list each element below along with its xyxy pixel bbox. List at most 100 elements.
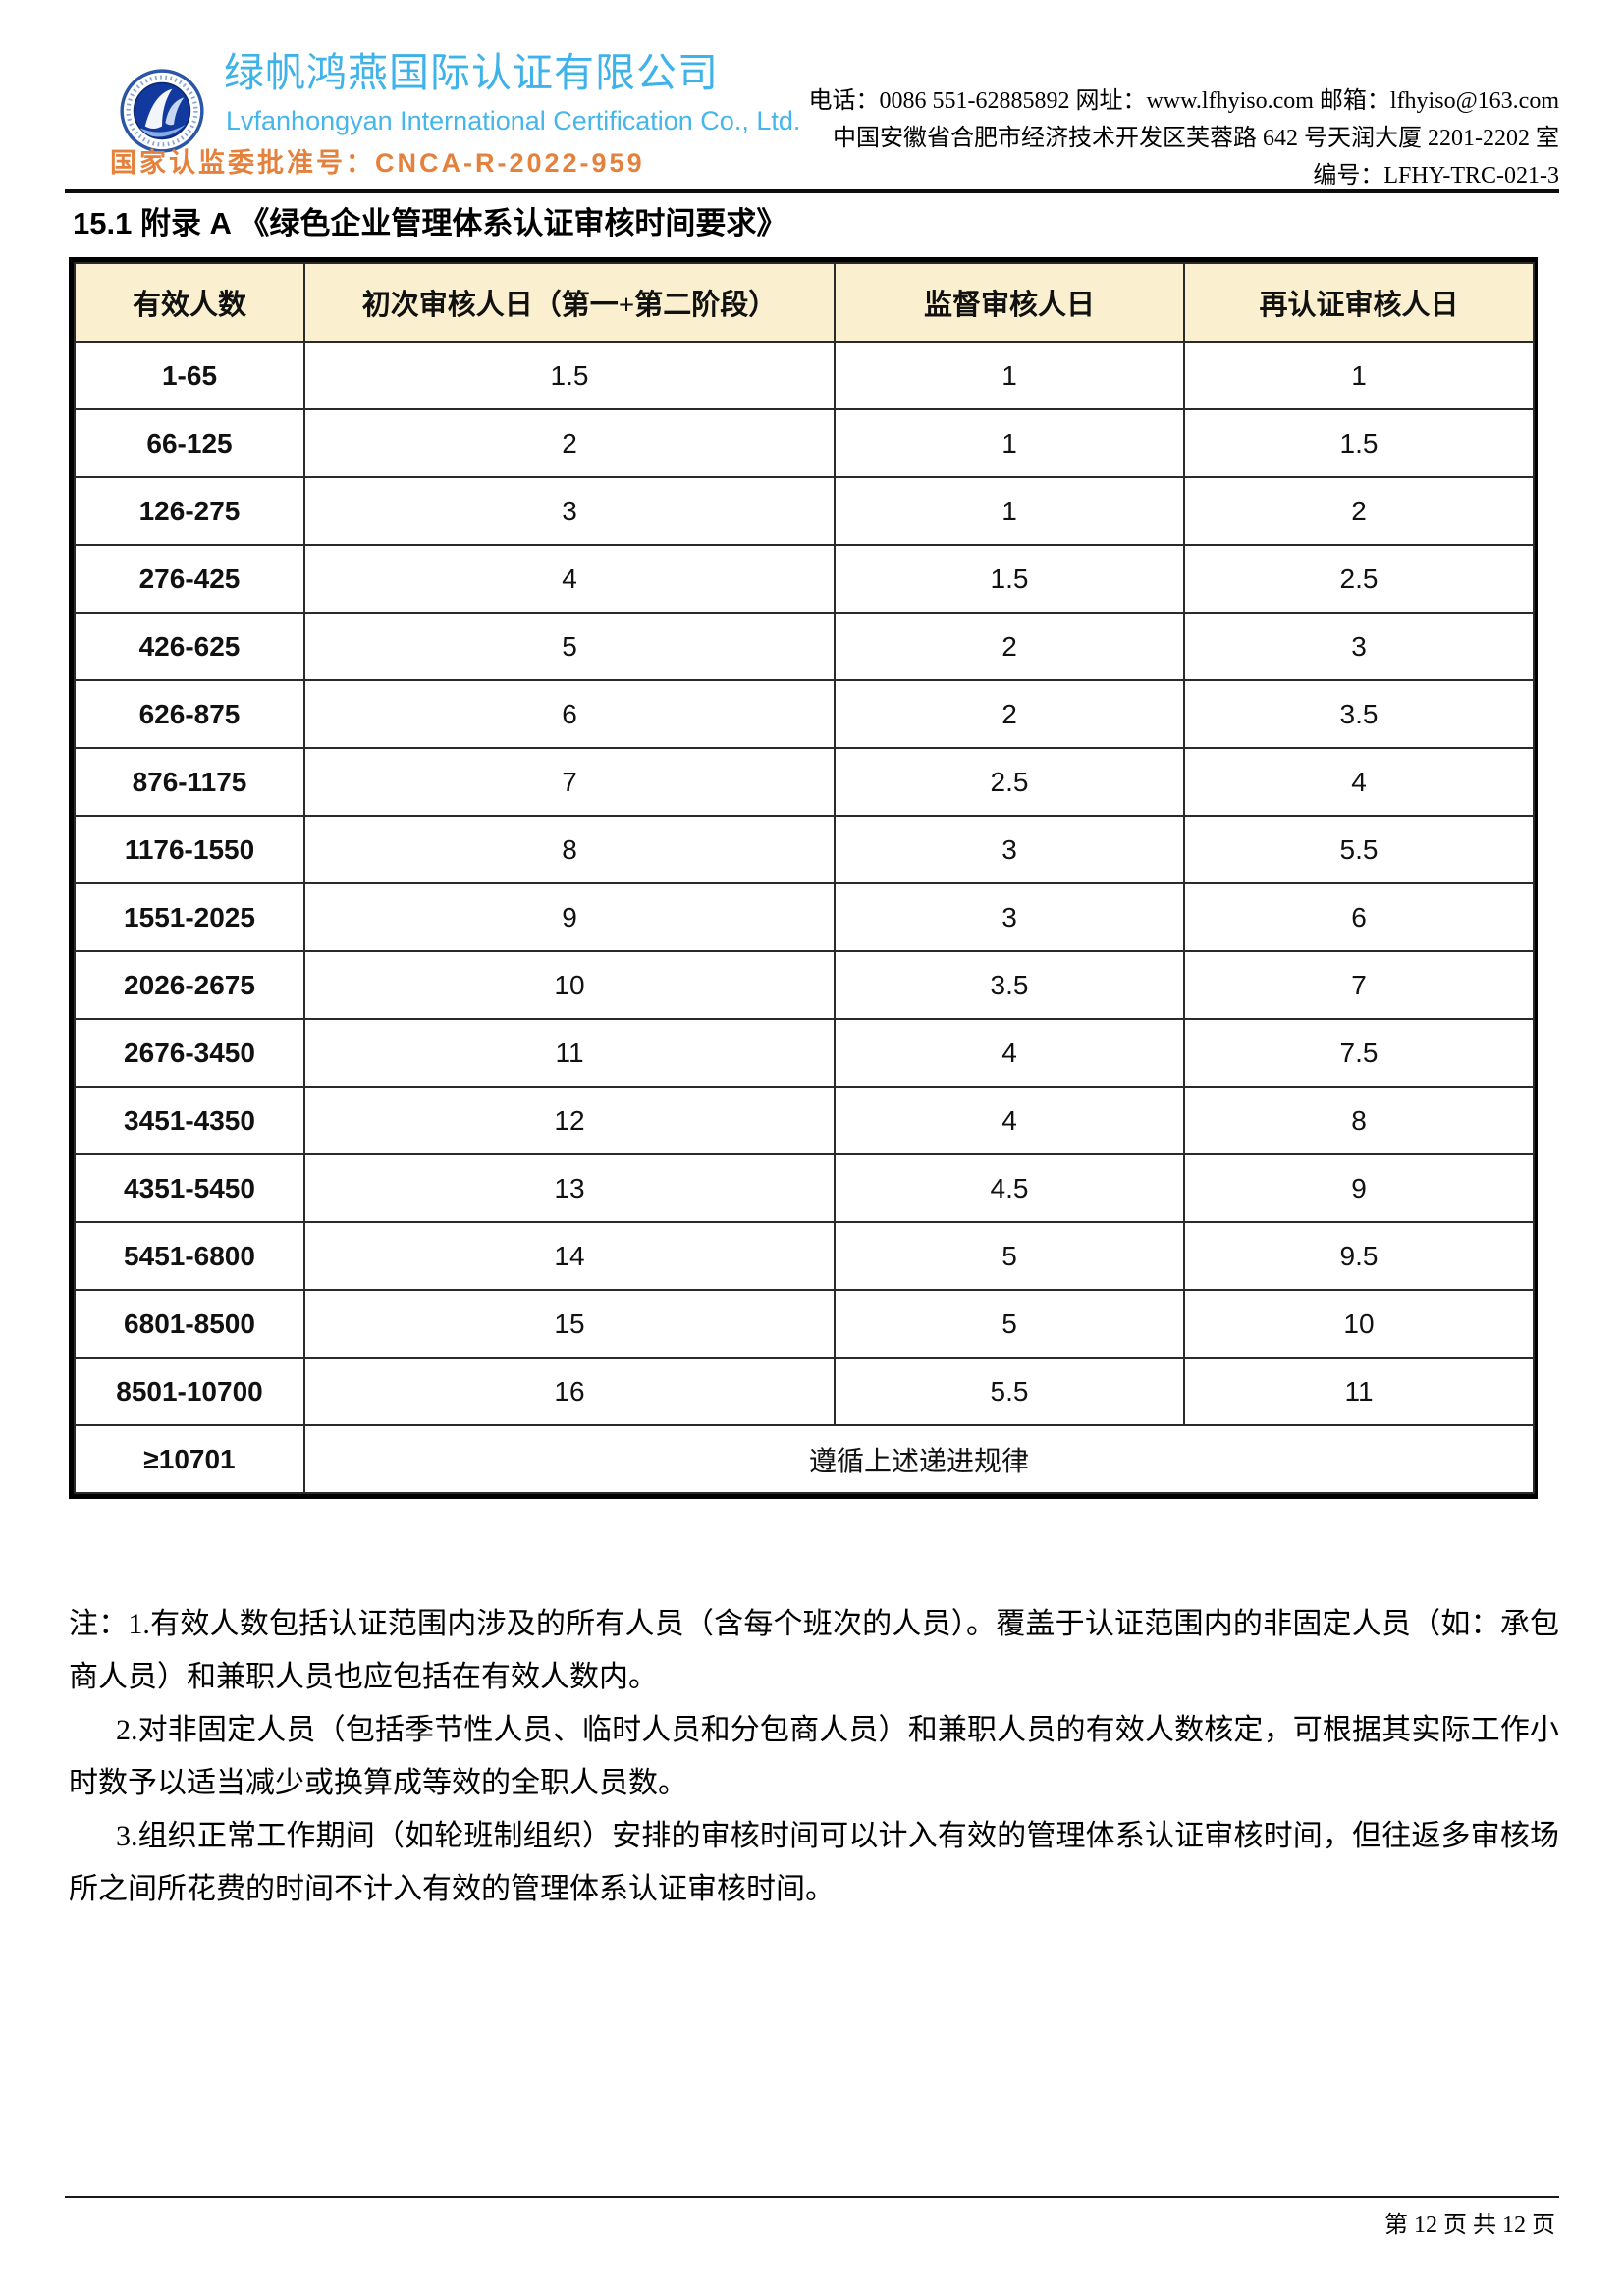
page-title: 15.1 附录 A 《绿色企业管理体系认证审核时间要求》	[73, 206, 787, 240]
notes-block: 注：1.有效人数包括认证范围内涉及的所有人员（含每个班次的人员）。覆盖于认证范围…	[69, 1598, 1559, 1916]
audit-time-table: 有效人数 初次审核人日（第一+第二阶段） 监督审核人日 再认证审核人日 1-65…	[69, 257, 1538, 1499]
table-row: 426-625 5 2 3	[74, 612, 1535, 681]
company-logo	[120, 69, 204, 153]
table-row: 2026-2675 10 3.5 7	[74, 950, 1535, 1020]
company-name-cn: 绿帆鸿燕国际认证有限公司	[224, 50, 719, 95]
cell-audit-days: 2	[834, 679, 1185, 749]
table-row-final: ≥10701 遵循上述递进规律	[74, 1424, 1535, 1494]
contact-line-phone-web-email: 电话：0086 551-62885892 网址：www.lfhyiso.com …	[808, 88, 1559, 114]
cell-audit-days: 1.5	[1183, 408, 1535, 478]
table-row: 626-875 6 2 3.5	[74, 679, 1535, 749]
table-row: 876-1175 7 2.5 4	[74, 747, 1535, 817]
cell-effective-number: 2676-3450	[74, 1018, 305, 1088]
cell-audit-days: 7	[1183, 950, 1535, 1020]
cell-effective-number: 3451-4350	[74, 1086, 305, 1155]
cell-audit-days: 3	[303, 476, 836, 546]
cell-audit-days: 12	[303, 1086, 836, 1155]
table-row: 3451-4350 12 4 8	[74, 1086, 1535, 1155]
table-row: 126-275 3 1 2	[74, 476, 1535, 546]
cell-audit-days: 4	[834, 1086, 1185, 1155]
table-row: 8501-10700 16 5.5 11	[74, 1357, 1535, 1426]
contact-block: 电话：0086 551-62885892 网址：www.lfhyiso.com …	[808, 82, 1559, 194]
cell-audit-days: 9	[1183, 1153, 1535, 1223]
approval-number: 国家认监委批准号：CNCA-R-2022-959	[110, 148, 645, 178]
cell-audit-days: 1	[834, 476, 1185, 546]
cell-audit-days: 7	[303, 747, 836, 817]
cell-audit-days: 3	[1183, 612, 1535, 681]
header-initial-audit: 初次审核人日（第一+第二阶段）	[303, 262, 836, 343]
cell-audit-days: 5	[303, 612, 836, 681]
cell-audit-days: 2.5	[834, 747, 1185, 817]
cell-audit-days: 11	[1183, 1357, 1535, 1426]
cell-effective-number: 1-65	[74, 341, 305, 410]
audit-table-head: 有效人数 初次审核人日（第一+第二阶段） 监督审核人日 再认证审核人日	[74, 262, 1535, 343]
cell-audit-days: 1	[834, 408, 1185, 478]
cell-effective-number: 2026-2675	[74, 950, 305, 1020]
audit-table-final: ≥10701 遵循上述递进规律	[74, 1424, 1535, 1494]
cell-effective-number: 876-1175	[74, 747, 305, 817]
cell-audit-days: 5	[834, 1221, 1185, 1291]
header-surveillance-audit: 监督审核人日	[834, 262, 1185, 343]
table-row: 5451-6800 14 5 9.5	[74, 1221, 1535, 1291]
header-effective-number: 有效人数	[74, 262, 305, 343]
cell-audit-days: 2	[1183, 476, 1535, 546]
table-row: 1176-1550 8 3 5.5	[74, 815, 1535, 884]
page-number: 第 12 页 共 12 页	[1384, 2213, 1555, 2238]
table-header-row: 有效人数 初次审核人日（第一+第二阶段） 监督审核人日 再认证审核人日	[74, 262, 1535, 343]
cell-audit-days: 13	[303, 1153, 836, 1223]
cell-effective-number: ≥10701	[74, 1424, 305, 1494]
cell-audit-days: 2	[303, 408, 836, 478]
note-3: 3.组织正常工作期间（如轮班制组织）安排的审核时间可以计入有效的管理体系认证审核…	[69, 1820, 1559, 1905]
cell-audit-days: 2	[834, 612, 1185, 681]
cell-audit-days: 4	[303, 544, 836, 614]
header-divider	[65, 189, 1559, 193]
cell-audit-days: 1.5	[303, 341, 836, 410]
footer-divider	[65, 2196, 1559, 2198]
cell-effective-number: 276-425	[74, 544, 305, 614]
company-logo-icon	[120, 69, 204, 153]
note-2: 2.对非固定人员（包括季节性人员、临时人员和分包商人员）和兼职人员的有效人数核定…	[69, 1714, 1559, 1799]
table-row: 6801-8500 15 5 10	[74, 1289, 1535, 1359]
cell-audit-days: 2.5	[1183, 544, 1535, 614]
document-number: 编号：LFHY-TRC-021-3	[1313, 163, 1559, 188]
contact-line-address: 中国安徽省合肥市经济技术开发区芙蓉路 642 号天润大厦 2201-2202 室	[833, 126, 1559, 151]
cell-audit-days: 4.5	[834, 1153, 1185, 1223]
cell-progression-note: 遵循上述递进规律	[303, 1424, 1535, 1494]
cell-audit-days: 4	[834, 1018, 1185, 1088]
cell-audit-days: 6	[1183, 882, 1535, 952]
cell-effective-number: 126-275	[74, 476, 305, 546]
cell-audit-days: 3.5	[834, 950, 1185, 1020]
company-name-en: Lvfanhongyan International Certification…	[226, 106, 801, 135]
cell-audit-days: 5.5	[1183, 815, 1535, 884]
cell-effective-number: 426-625	[74, 612, 305, 681]
cell-effective-number: 4351-5450	[74, 1153, 305, 1223]
audit-table-body: 1-65 1.5 1 1 66-125 2 1 1.5 126-275 3 1 2 276-425 4 1.…	[74, 341, 1535, 1426]
header-recertification-audit: 再认证审核人日	[1183, 262, 1535, 343]
cell-audit-days: 9.5	[1183, 1221, 1535, 1291]
table-row: 276-425 4 1.5 2.5	[74, 544, 1535, 614]
cell-effective-number: 1176-1550	[74, 815, 305, 884]
cell-audit-days: 14	[303, 1221, 836, 1291]
cell-audit-days: 3.5	[1183, 679, 1535, 749]
table-row: 1551-2025 9 3 6	[74, 882, 1535, 952]
cell-effective-number: 6801-8500	[74, 1289, 305, 1359]
note-1: 注：1.有效人数包括认证范围内涉及的所有人员（含每个班次的人员）。覆盖于认证范围…	[69, 1608, 1559, 1693]
cell-audit-days: 1.5	[834, 544, 1185, 614]
cell-audit-days: 9	[303, 882, 836, 952]
table-row: 66-125 2 1 1.5	[74, 408, 1535, 478]
table-row: 1-65 1.5 1 1	[74, 341, 1535, 410]
cell-audit-days: 3	[834, 882, 1185, 952]
table-row: 2676-3450 11 4 7.5	[74, 1018, 1535, 1088]
cell-audit-days: 15	[303, 1289, 836, 1359]
cell-effective-number: 66-125	[74, 408, 305, 478]
cell-effective-number: 1551-2025	[74, 882, 305, 952]
cell-audit-days: 8	[1183, 1086, 1535, 1155]
cell-audit-days: 7.5	[1183, 1018, 1535, 1088]
cell-audit-days: 11	[303, 1018, 836, 1088]
cell-audit-days: 1	[834, 341, 1185, 410]
cell-audit-days: 3	[834, 815, 1185, 884]
cell-effective-number: 626-875	[74, 679, 305, 749]
cell-audit-days: 4	[1183, 747, 1535, 817]
cell-effective-number: 5451-6800	[74, 1221, 305, 1291]
cell-audit-days: 5.5	[834, 1357, 1185, 1426]
